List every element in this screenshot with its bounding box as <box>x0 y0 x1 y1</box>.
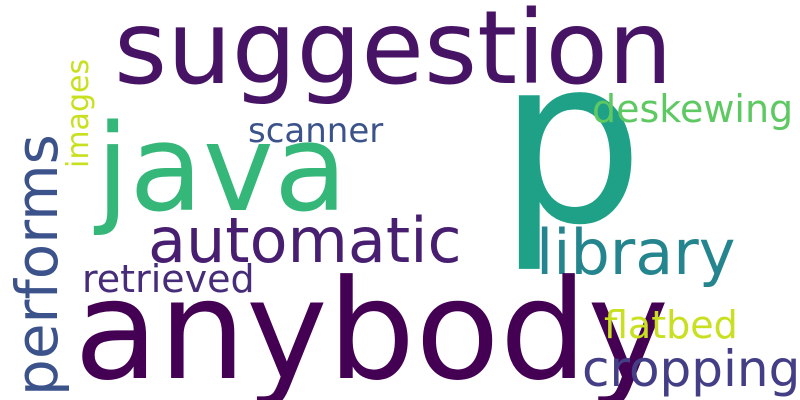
word-performs: performs <box>3 134 71 396</box>
word-p: p <box>498 9 644 276</box>
word-deskewing: deskewing <box>592 87 794 131</box>
word-retrieved: retrieved <box>82 257 255 301</box>
word-flatbed: flatbed <box>604 303 738 347</box>
word-scanner: scanner <box>248 111 384 151</box>
word-anybody: anybody <box>74 250 669 400</box>
word-java: java <box>96 100 348 239</box>
word-images: images <box>61 58 96 168</box>
word-library: library <box>536 216 736 289</box>
word-suggestion: suggestion <box>114 0 673 108</box>
word-automatic: automatic <box>148 204 462 277</box>
word-cropping: cropping <box>582 340 800 398</box>
